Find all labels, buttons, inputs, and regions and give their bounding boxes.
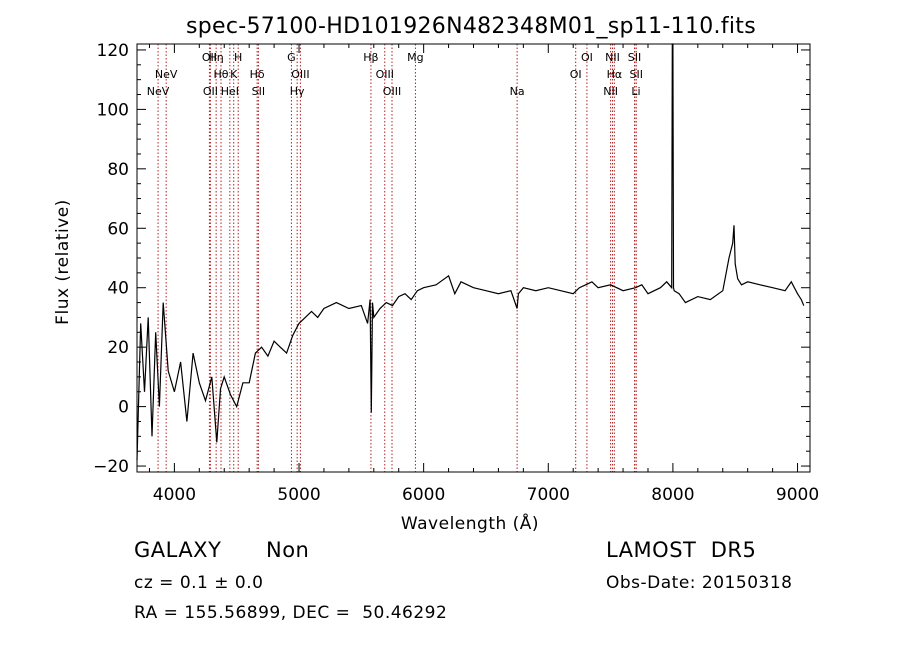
spectral-line-label: OIII — [383, 85, 401, 98]
chart-title: spec-57100-HD101926N482348M01_sp11-110.f… — [186, 14, 756, 39]
y-tick-label: 120 — [97, 41, 129, 61]
x-tick-label: 9000 — [776, 485, 819, 505]
y-tick-label: 0 — [118, 398, 129, 418]
y-tick-label: −20 — [93, 457, 129, 477]
y-tick-label: 80 — [107, 160, 129, 180]
y-tick-label: 40 — [107, 279, 129, 299]
spectral-line-label: NII — [603, 85, 618, 98]
spectral-line-label: OII — [203, 85, 218, 98]
spectral-line-label: Hβ — [363, 51, 378, 64]
x-tick-label: 6000 — [402, 485, 445, 505]
spectral-line-label: NII — [605, 51, 620, 64]
spectral-line-label: SII — [630, 68, 643, 81]
spectral-line-label: OIII — [291, 68, 309, 81]
x-tick-label: 7000 — [527, 485, 570, 505]
spectral-line-label: Mg — [407, 51, 423, 64]
spectral-line-label: Li — [631, 85, 640, 98]
object-type: GALAXY — [134, 538, 222, 562]
spectral-line-label: G — [287, 51, 296, 64]
spectral-line-label: SII — [252, 85, 265, 98]
spectral-line-label: OI — [581, 51, 593, 64]
y-tick-label: 60 — [107, 219, 129, 239]
y-axis-label: Flux (relative) — [53, 199, 73, 325]
x-axis-label: Wavelength (Å) — [401, 512, 539, 534]
spectral-line-label: OIII — [376, 68, 394, 81]
y-tick-label: 20 — [107, 338, 129, 358]
x-tick-label: 4000 — [153, 485, 196, 505]
spectral-line-label: Hη — [209, 51, 224, 64]
spectral-line-label: Hα — [607, 68, 623, 81]
spectral-line-label: Na — [510, 85, 525, 98]
x-tick-label: 8000 — [651, 485, 694, 505]
redshift-cz: cz = 0.1 ± 0.0 — [134, 573, 264, 593]
x-tick-label: 5000 — [277, 485, 320, 505]
spectral-line-label: OII — [202, 51, 217, 64]
spectral-line-label: SII — [628, 51, 641, 64]
object-subclass: Non — [266, 538, 310, 562]
spectrum-line — [136, 43, 805, 461]
y-tick-label: 100 — [97, 100, 129, 120]
spectral-line-label: H — [234, 51, 242, 64]
spectral-line-label: Hγ — [290, 85, 305, 98]
spectral-line-label: HeI — [221, 85, 239, 98]
spectral-line-label: K — [230, 68, 238, 81]
observation-date: Obs-Date: 20150318 — [606, 573, 793, 593]
spectral-line-label: Hθ — [213, 68, 228, 81]
spectral-line-label: NeV — [155, 68, 178, 81]
spectral-line-label: OI — [570, 68, 582, 81]
survey-name: LAMOST DR5 — [606, 538, 757, 562]
spectral-line-label: NeV — [147, 85, 170, 98]
spectral-line-label: Hδ — [250, 68, 265, 81]
ra-dec-coordinates: RA = 155.56899, DEC = 50.46292 — [134, 603, 448, 623]
